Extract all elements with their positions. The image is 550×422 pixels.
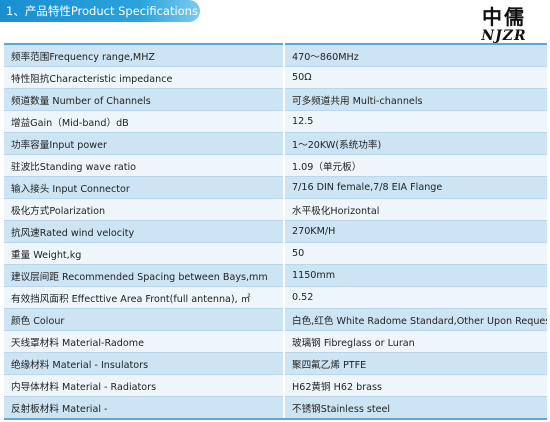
spec-label: 重量 Weight,kg [4, 242, 285, 265]
spec-row: 频道数量 Number of Channels 可多频道共用 Multi-chan… [4, 88, 547, 111]
spec-row: 重量 Weight,kg 50 [4, 242, 547, 265]
spec-label: 天线罩材料 Material-Radome [4, 330, 285, 353]
spec-row: 内导体材料 Material - Radiators H62黄铜 H62 bras… [4, 374, 547, 397]
spec-table: 频率范围Frequency range,MHZ 470～860MHz 特性阻抗Ch… [4, 43, 547, 420]
spec-value: 聚四氟乙烯 PTFE [284, 352, 547, 375]
spec-row: 抗风速Rated wind velocity 270KM/H [4, 220, 547, 243]
spec-label: 特性阻抗Characteristic impedance [4, 66, 285, 89]
spec-value: 1.09（单元板） [284, 154, 547, 177]
spec-label: 有效挡风面积 Effecttive Area Front(full antenn… [4, 286, 285, 309]
spec-label: 抗风速Rated wind velocity [4, 220, 285, 243]
spec-row: 绝缘材料 Material - Insulators 聚四氟乙烯 PTFE [4, 352, 547, 375]
section-header: 1、产品特性Product Specifications [0, 0, 200, 22]
spec-row: 输入接头 Input Connector 7/16 DIN female,7/8 … [4, 176, 547, 199]
spec-label: 输入接头 Input Connector [4, 176, 285, 199]
spec-value: 7/16 DIN female,7/8 EIA Flange [284, 176, 547, 199]
spec-label: 频率范围Frequency range,MHZ [4, 43, 285, 67]
spec-label: 内导体材料 Material - Radiators [4, 374, 285, 397]
spec-value: 12.5 [284, 110, 547, 133]
section-title: 1、产品特性Product Specifications [6, 4, 198, 18]
spec-label: 绝缘材料 Material - Insulators [4, 352, 285, 375]
spec-label: 功率容量Input power [4, 132, 285, 155]
spec-row: 驻波比Standing wave ratio 1.09（单元板） [4, 154, 547, 177]
spec-label: 颜色 Colour [4, 308, 285, 331]
spec-row: 颜色 Colour 白色,红色 White Radome Standard,Oth… [4, 308, 547, 331]
spec-row: 反射板材料 Material - 不锈钢Stainless steel [4, 396, 547, 420]
spec-value: 470～860MHz [284, 43, 547, 67]
spec-label: 极化方式Polarization [4, 198, 285, 221]
spec-row: 天线罩材料 Material-Radome 玻璃钢 Fibreglass or L… [4, 330, 547, 353]
spec-value: 0.52 [284, 286, 547, 309]
logo-en-text: NJZR [481, 28, 527, 44]
spec-row: 频率范围Frequency range,MHZ 470～860MHz [4, 43, 547, 67]
spec-label: 反射板材料 Material - [4, 396, 285, 420]
spec-value: 不锈钢Stainless steel [284, 396, 547, 420]
spec-value: 可多频道共用 Multi-channels [284, 88, 547, 111]
spec-value: 50 [284, 242, 547, 265]
spec-label: 建议层间距 Recommended Spacing between Bays,m… [4, 264, 285, 287]
spec-value: 水平极化Horizontal [284, 198, 547, 221]
spec-row: 功率容量Input power 1～20KW(系统功率) [4, 132, 547, 155]
spec-value: 270KM/H [284, 220, 547, 243]
spec-row: 有效挡风面积 Effecttive Area Front(full antenn… [4, 286, 547, 309]
spec-value: 玻璃钢 Fibreglass or Luran [284, 330, 547, 353]
company-logo: 中儒 NJZR [472, 6, 536, 44]
spec-label: 频道数量 Number of Channels [4, 88, 285, 111]
spec-row: 特性阻抗Characteristic impedance 50Ω [4, 66, 547, 89]
spec-value: 1150mm [284, 264, 547, 287]
spec-row: 增益Gain（Mid-band）dB 12.5 [4, 110, 547, 133]
spec-value: H62黄铜 H62 brass [284, 374, 547, 397]
spec-label: 增益Gain（Mid-band）dB [4, 110, 285, 133]
spec-row: 建议层间距 Recommended Spacing between Bays,m… [4, 264, 547, 287]
logo-cn-text: 中儒 [482, 5, 526, 29]
spec-value: 白色,红色 White Radome Standard,Other Upon R… [284, 308, 547, 331]
spec-label: 驻波比Standing wave ratio [4, 154, 285, 177]
spec-row: 极化方式Polarization 水平极化Horizontal [4, 198, 547, 221]
spec-value: 1～20KW(系统功率) [284, 132, 547, 155]
spec-value: 50Ω [284, 66, 547, 89]
